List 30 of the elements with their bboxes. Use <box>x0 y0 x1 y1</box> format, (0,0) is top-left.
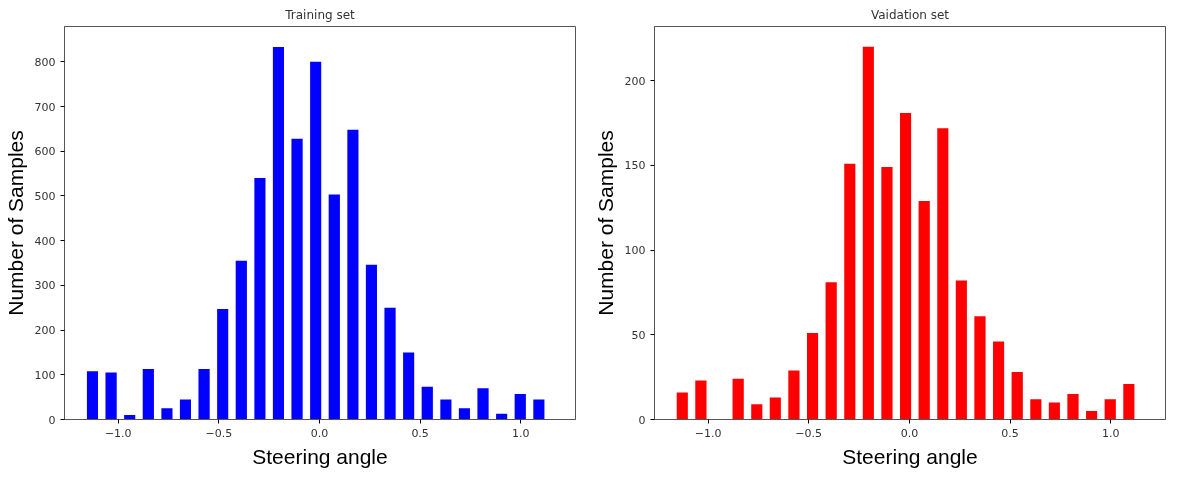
y-tick-label: 0 <box>638 413 646 427</box>
x-tick-label: −0.5 <box>205 426 233 440</box>
x-tick-label: 0.0 <box>310 426 329 440</box>
y-tick-label: 150 <box>624 159 646 173</box>
x-tick-label: 0.5 <box>411 426 429 440</box>
x-tick-label: 0.0 <box>900 426 919 440</box>
x-tick-label: −0.5 <box>795 426 823 440</box>
y-tick-label: 700 <box>34 100 56 114</box>
y-tick-label: 100 <box>624 244 646 258</box>
chart-title: Vaidation set <box>870 7 950 22</box>
y-tick-label: 200 <box>34 324 56 338</box>
x-axis-title: Steering angle <box>842 444 978 468</box>
x-tick-label: 1.0 <box>512 426 530 440</box>
y-tick-label: 0 <box>48 413 56 427</box>
y-tick-label: 50 <box>631 328 646 342</box>
x-axis-title: Steering angle <box>252 444 388 468</box>
x-tick-label: 1.0 <box>1101 426 1120 440</box>
y-axis-title: Number of Samples <box>593 130 617 316</box>
y-tick-label: 200 <box>624 74 646 88</box>
x-tick-label: −1.0 <box>694 426 722 440</box>
x-tick-label: 0.5 <box>1001 426 1019 440</box>
y-tick-label: 300 <box>34 279 56 293</box>
y-tick-label: 500 <box>34 189 56 203</box>
y-tick-label: 600 <box>34 145 56 159</box>
y-tick-label: 400 <box>34 234 56 248</box>
chart-title: Training set <box>284 7 356 22</box>
y-tick-label: 100 <box>34 368 56 382</box>
y-tick-label: 800 <box>34 55 56 69</box>
x-tick-label: −1.0 <box>104 426 132 440</box>
y-axis-title: Number of Samples <box>3 130 27 316</box>
